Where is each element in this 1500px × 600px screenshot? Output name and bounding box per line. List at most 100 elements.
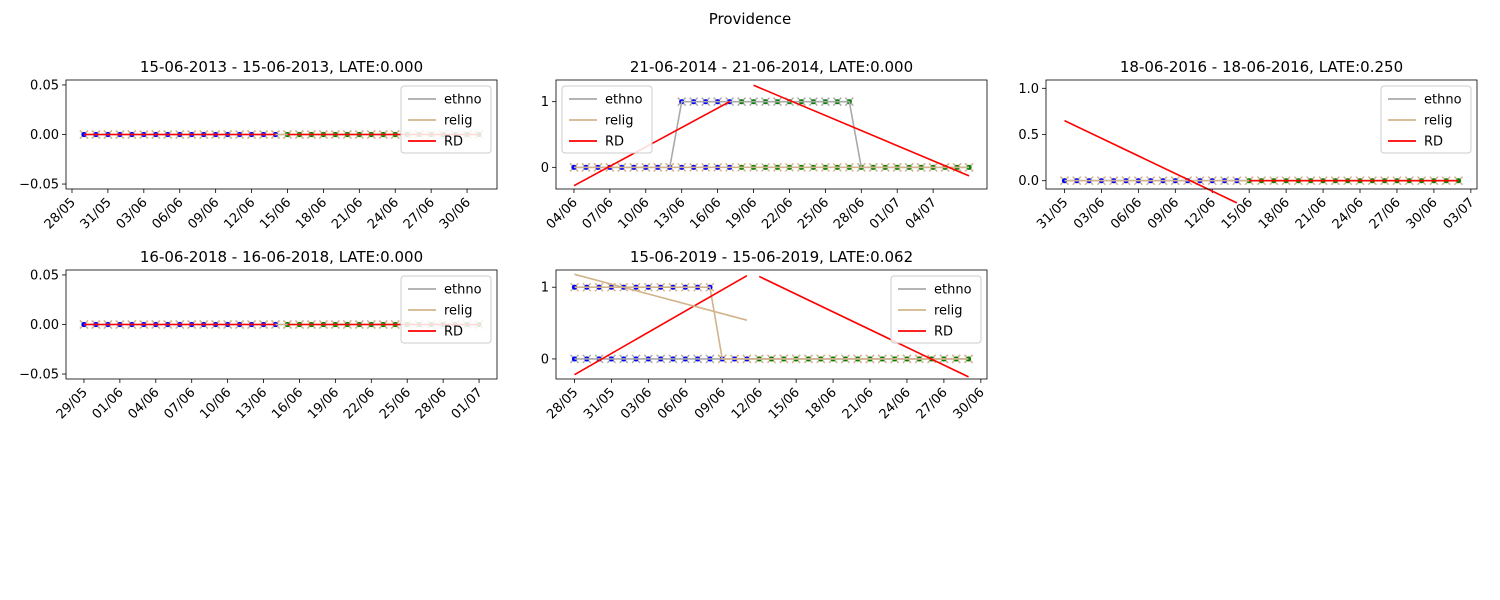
- x-tick-label: 27/06: [401, 195, 438, 232]
- rd-segment: [753, 84, 970, 177]
- x-tick-label: 25/06: [795, 195, 832, 232]
- x-tick-label: 10/06: [197, 385, 234, 422]
- x-tick-label: 03/07: [1441, 195, 1478, 232]
- x-tick-label: 16/06: [687, 195, 724, 232]
- y-tick-label: −0.05: [19, 178, 59, 193]
- x-tick-label: 09/06: [692, 385, 729, 422]
- x-tick-label: 21/06: [329, 195, 366, 232]
- subplot-5: 15-06-2019 - 15-06-2019, LATE:0.062 1 0 28/…: [541, 248, 988, 422]
- y-tick-label: 0.05: [30, 268, 59, 283]
- x-tick-label: 18/06: [293, 195, 330, 232]
- legend-label: relig: [444, 114, 473, 129]
- x-tick-label: 13/06: [233, 385, 270, 422]
- subplot-title: 15-06-2019 - 15-06-2019, LATE:0.062: [630, 248, 913, 266]
- x-tick-label: 01/07: [449, 385, 486, 422]
- subplot-2: 21-06-2014 - 21-06-2014, LATE:0.000 1 0 04/…: [541, 58, 988, 232]
- legend-box: [1380, 85, 1472, 154]
- x-tick-label: 27/06: [914, 385, 951, 422]
- legend: ethno relig RD: [400, 85, 492, 154]
- legend-label: RD: [605, 135, 624, 150]
- data-point: [1455, 178, 1462, 184]
- legend-label: ethno: [444, 93, 482, 108]
- x-tick-label: 28/06: [413, 385, 450, 422]
- axes-frame: [65, 79, 498, 190]
- ethno-line: [573, 100, 970, 169]
- x-tick-label: 28/05: [42, 195, 79, 232]
- x-tick-label: 09/06: [185, 195, 222, 232]
- legend-box: [400, 275, 492, 344]
- x-tick-label: 25/06: [377, 385, 414, 422]
- subplot-4: 16-06-2018 - 16-06-2018, LATE:0.000 0.05 0…: [19, 248, 498, 422]
- x-tick-label: 22/06: [759, 195, 796, 232]
- subplot-1: 15-06-2013 - 15-06-2013, LATE:0.000 0.05 0…: [19, 58, 498, 232]
- x-tick-label: 15/06: [257, 195, 294, 232]
- legend-box: [890, 275, 982, 344]
- subplot-title: 21-06-2014 - 21-06-2014, LATE:0.000: [630, 58, 913, 76]
- data-point: [966, 164, 972, 170]
- x-tick-label: 18/06: [803, 385, 840, 422]
- x-tick-label: 24/06: [1330, 195, 1367, 232]
- x-tick-label: 31/05: [1034, 195, 1071, 232]
- x-tick-label: 24/06: [877, 385, 914, 422]
- relig-trend-segment: [574, 273, 748, 321]
- axes-frame: [555, 269, 988, 380]
- x-tick-label: 24/06: [365, 195, 402, 232]
- legend-label: RD: [444, 325, 463, 340]
- data-point: [81, 131, 87, 138]
- x-tick-label: 21/06: [840, 385, 877, 422]
- legend: ethno relig RD: [890, 275, 982, 344]
- x-tick-label: 28/05: [544, 385, 581, 422]
- data-point: [571, 164, 577, 170]
- x-tick-label: 15/06: [766, 385, 803, 422]
- x-tick-label: 01/06: [90, 385, 127, 422]
- legend-box: [561, 85, 653, 154]
- legend-label: relig: [1424, 114, 1453, 129]
- y-tick-label: 0.5: [1018, 128, 1039, 143]
- axes-frame: [65, 269, 498, 380]
- x-tick-label: 06/06: [149, 195, 186, 232]
- rd-segment: [758, 275, 969, 378]
- x-tick-label: 30/06: [437, 195, 474, 232]
- x-tick-label: 03/06: [114, 195, 151, 232]
- x-tick-label: 03/06: [618, 385, 655, 422]
- legend-box: [400, 85, 492, 154]
- x-tick-label: 12/06: [221, 195, 258, 232]
- data-point: [1061, 178, 1068, 184]
- legend-label: relig: [934, 304, 963, 319]
- x-tick-label: 12/06: [1182, 195, 1219, 232]
- data-point: [965, 356, 972, 362]
- legend-label: ethno: [605, 93, 643, 108]
- y-tick-label: 0.0: [1018, 174, 1039, 189]
- x-tick-label: 07/06: [580, 195, 617, 232]
- legend: ethno relig RD: [561, 85, 653, 154]
- legend-label: RD: [934, 325, 953, 340]
- y-tick-label: 1: [541, 281, 549, 296]
- x-tick-label: 10/06: [616, 195, 653, 232]
- x-tick-label: 06/06: [1108, 195, 1145, 232]
- y-tick-label: 1: [541, 95, 549, 110]
- x-tick-label: 19/06: [723, 195, 760, 232]
- y-tick-label: 0.05: [30, 78, 59, 93]
- x-tick-label: 01/07: [867, 195, 904, 232]
- x-tick-label: 04/06: [126, 385, 163, 422]
- legend: ethno relig RD: [400, 275, 492, 344]
- x-tick-label: 29/05: [54, 385, 91, 422]
- x-tick-label: 04/07: [903, 195, 940, 232]
- x-tick-label: 09/06: [1145, 195, 1182, 232]
- axes-frame: [555, 79, 988, 190]
- y-tick-label: 1.0: [1018, 82, 1039, 97]
- rd-segment: [1064, 119, 1238, 204]
- x-tick-label: 31/05: [78, 195, 115, 232]
- legend-label: relig: [444, 304, 473, 319]
- legend-label: ethno: [1424, 93, 1462, 108]
- x-tick-label: 19/06: [305, 385, 342, 422]
- x-tick-label: 04/06: [544, 195, 581, 232]
- y-tick-label: 0.00: [30, 128, 59, 143]
- figure-title: Providence: [709, 10, 792, 28]
- legend: ethno relig RD: [1380, 85, 1472, 154]
- x-tick-label: 16/06: [269, 385, 306, 422]
- y-tick-label: 0.00: [30, 318, 59, 333]
- subplot-3: 18-06-2016 - 18-06-2016, LATE:0.250 1.0 0.…: [1018, 58, 1477, 232]
- x-tick-label: 30/06: [951, 385, 988, 422]
